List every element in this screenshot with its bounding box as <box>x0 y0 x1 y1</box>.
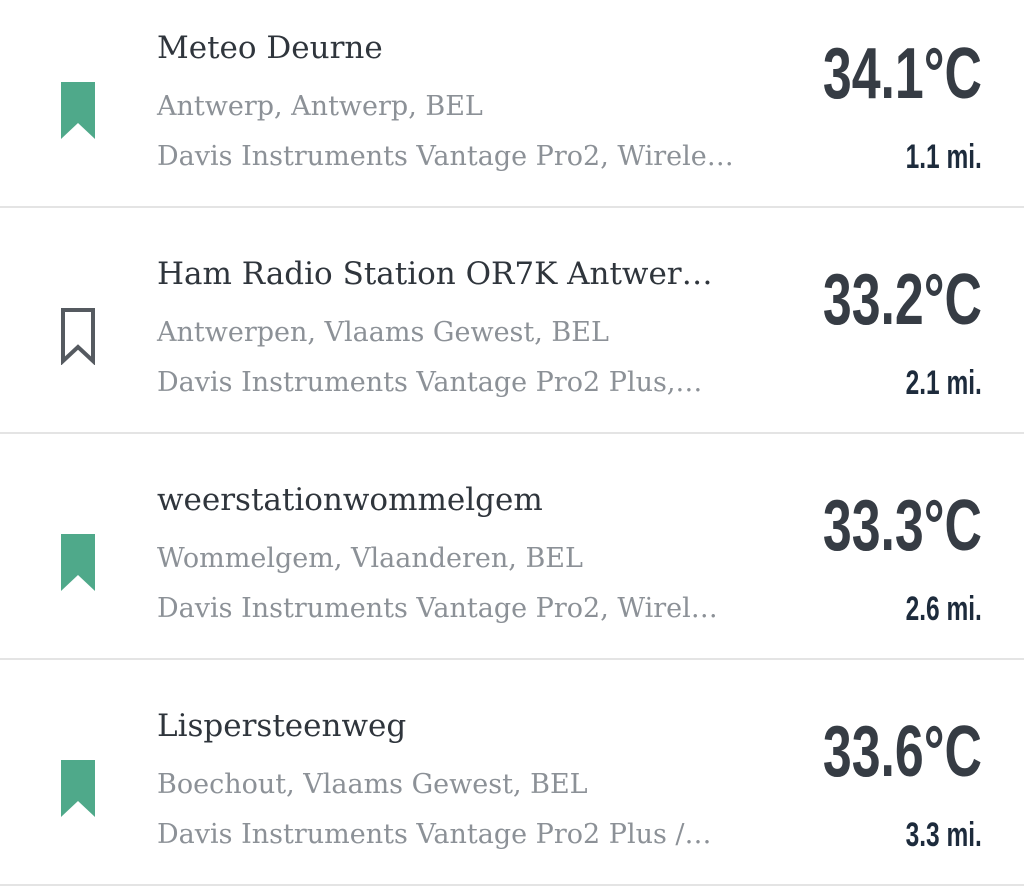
station-hardware: Davis Instruments Vantage Pro2 Plus,… <box>157 367 703 398</box>
station-row[interactable]: Meteo Deurne Antwerp, Antwerp, BEL Davis… <box>0 0 1024 208</box>
station-distance: 2.1 mi. <box>905 364 982 402</box>
station-name: Meteo Deurne <box>157 30 383 66</box>
station-row[interactable]: Lispersteenweg Boechout, Vlaams Gewest, … <box>0 678 1024 886</box>
station-hardware: Davis Instruments Vantage Pro2, Wirele… <box>157 141 734 172</box>
station-hardware: Davis Instruments Vantage Pro2, Wirel… <box>157 593 718 624</box>
station-location: Antwerp, Antwerp, BEL <box>157 91 483 122</box>
station-temperature: 33.6°C <box>822 712 982 792</box>
bookmark-filled-icon[interactable] <box>61 534 95 591</box>
station-temperature: 34.1°C <box>822 34 982 114</box>
station-name: Ham Radio Station OR7K Antwer… <box>157 256 713 292</box>
station-distance: 3.3 mi. <box>905 816 982 854</box>
station-row[interactable]: weerstationwommelgem Wommelgem, Vlaander… <box>0 452 1024 660</box>
station-location: Antwerpen, Vlaams Gewest, BEL <box>157 317 609 348</box>
station-location: Boechout, Vlaams Gewest, BEL <box>157 769 588 800</box>
station-distance: 2.6 mi. <box>905 590 982 628</box>
station-distance: 1.1 mi. <box>905 138 982 176</box>
station-name: Lispersteenweg <box>157 708 407 744</box>
station-location: Wommelgem, Vlaanderen, BEL <box>157 543 583 574</box>
station-temperature: 33.2°C <box>822 260 982 340</box>
bookmark-outline-icon[interactable] <box>61 308 95 366</box>
station-hardware: Davis Instruments Vantage Pro2 Plus /… <box>157 819 712 850</box>
bookmark-filled-icon[interactable] <box>61 760 95 817</box>
station-temperature: 33.3°C <box>822 486 982 566</box>
bookmark-filled-icon[interactable] <box>61 82 95 139</box>
station-row[interactable]: Ham Radio Station OR7K Antwer… Antwerpen… <box>0 226 1024 434</box>
station-name: weerstationwommelgem <box>157 482 543 518</box>
